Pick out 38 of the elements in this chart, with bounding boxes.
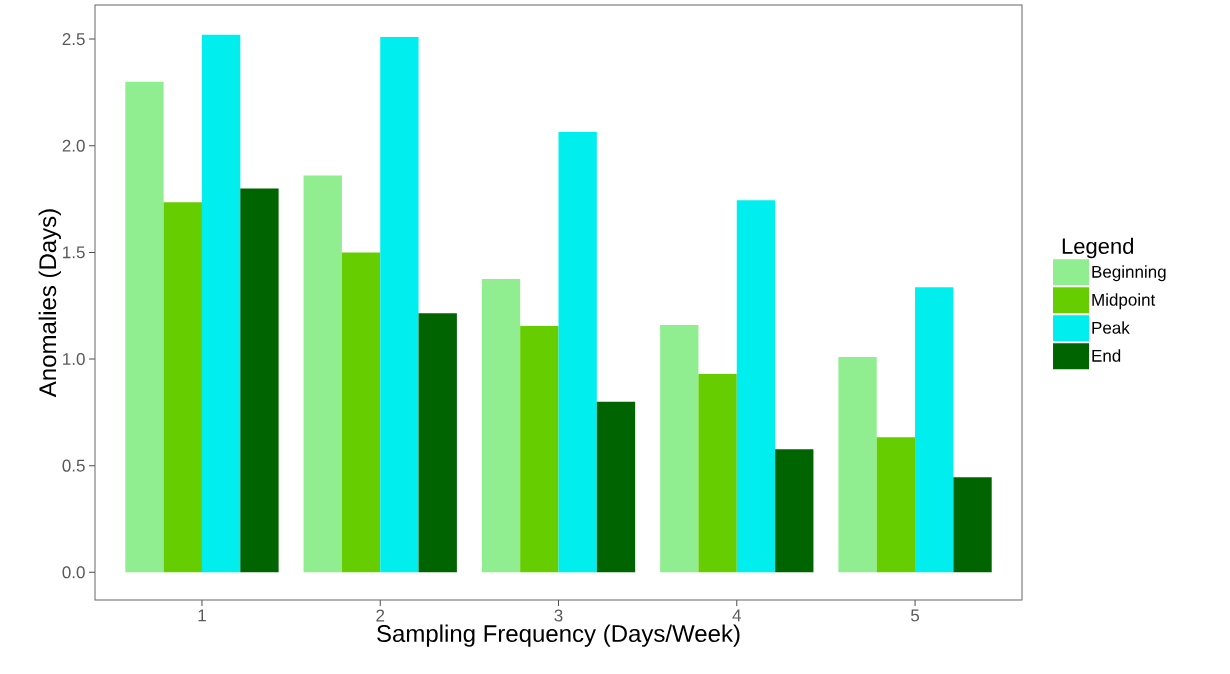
- legend-label: Midpoint: [1092, 293, 1156, 310]
- y-tick-label: 2.0: [62, 139, 85, 152]
- legend-title: Legend: [1062, 237, 1133, 259]
- bar: [838, 356, 877, 573]
- bar: [915, 287, 954, 573]
- y-tick-label: 1.5: [63, 246, 85, 259]
- bar: [736, 200, 776, 573]
- legend-label: Beginning: [1092, 265, 1166, 282]
- x-tick-label: 2: [376, 609, 385, 622]
- bar: [201, 34, 241, 573]
- y-tick-label: 1.0: [63, 352, 85, 366]
- bar: [558, 131, 597, 573]
- x-tick-label: 1: [198, 609, 206, 622]
- x-tick-label: 4: [732, 609, 742, 622]
- y-axis-title: Anomalies (Days): [38, 209, 61, 398]
- bar: [876, 437, 916, 573]
- bar: [341, 252, 381, 573]
- bar: [125, 81, 164, 573]
- bar: [660, 324, 699, 573]
- bar: [596, 401, 636, 573]
- bar: [380, 36, 419, 573]
- bar: [953, 477, 992, 573]
- legend-label: Peak: [1092, 321, 1130, 334]
- y-tick-label: 0.0: [62, 566, 85, 579]
- bar: [163, 202, 202, 573]
- bar: [418, 313, 457, 573]
- bar: [775, 449, 814, 573]
- bar: [303, 175, 342, 573]
- bar: [240, 188, 279, 573]
- y-tick-label: 2.5: [62, 33, 85, 46]
- x-tick-label: 5: [911, 609, 920, 622]
- legend-label: End: [1092, 349, 1121, 362]
- bar: [481, 279, 521, 573]
- bar: [520, 325, 559, 573]
- bar: [698, 373, 737, 573]
- y-tick-label: 0.5: [62, 459, 85, 472]
- x-tick-label: 3: [554, 609, 563, 622]
- x-axis-title: Sampling Frequency (Days/Week): [377, 624, 740, 647]
